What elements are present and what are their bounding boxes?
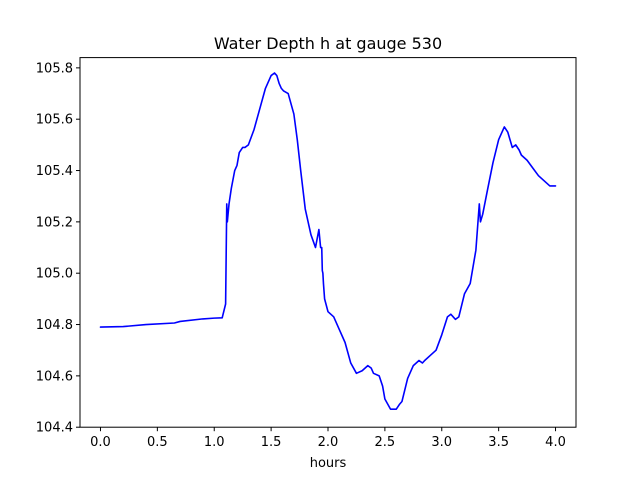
plot-area xyxy=(99,72,557,411)
x-tick-label: 3.0 xyxy=(431,435,452,450)
x-tick-label: 3.5 xyxy=(488,435,509,450)
x-tick-label: 1.5 xyxy=(261,435,282,450)
y-tick-label: 104.8 xyxy=(36,318,73,333)
x-axis: 0.0 0.5 1.0 1.5 2.0 2.5 3.0 3.5 4.0 xyxy=(90,427,566,450)
y-tick-label: 105.6 xyxy=(36,113,73,128)
y-tick-label: 105.0 xyxy=(36,267,73,282)
plot-frame xyxy=(79,57,577,428)
x-tick-label: 0.0 xyxy=(90,435,111,450)
x-axis-label: hours xyxy=(310,456,347,471)
y-tick-label: 105.8 xyxy=(36,61,73,76)
series-line-0 xyxy=(99,72,557,411)
x-tick-label: 2.5 xyxy=(375,435,396,450)
y-tick-label: 105.4 xyxy=(36,164,73,179)
y-axis: 104.4 104.6 104.8 105.0 105.2 105.4 105.6 105.8 xyxy=(36,61,80,436)
y-tick-label: 104.4 xyxy=(36,421,73,436)
x-tick-label: 4.0 xyxy=(545,435,566,450)
x-tick-label: 0.5 xyxy=(147,435,168,450)
x-tick-label: 2.0 xyxy=(318,435,339,450)
y-tick-label: 104.6 xyxy=(36,369,73,384)
chart-title: Water Depth h at gauge 530 xyxy=(214,34,442,53)
y-tick-label: 105.2 xyxy=(36,215,73,230)
x-tick-label: 1.0 xyxy=(204,435,225,450)
